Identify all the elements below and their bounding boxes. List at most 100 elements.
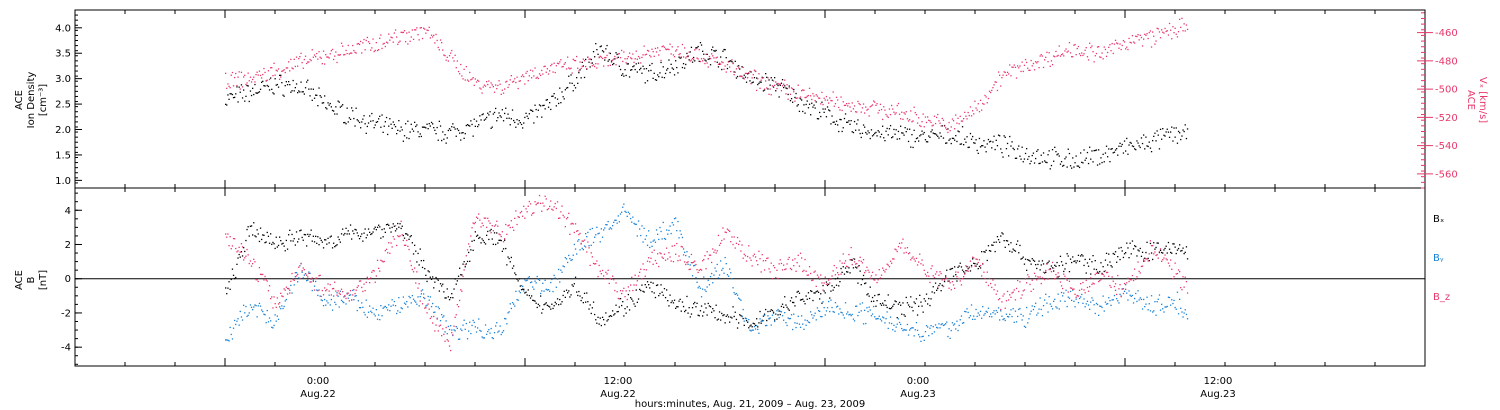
bx-series-point — [267, 235, 270, 237]
density-series-point — [932, 132, 934, 134]
density-series-point — [626, 63, 628, 65]
by-series-point — [846, 313, 848, 315]
bx-series-point — [733, 315, 735, 318]
by-series-point — [1101, 306, 1103, 309]
bz-series-point — [275, 306, 277, 308]
by-series-point — [938, 323, 940, 325]
velocity-series-point — [660, 59, 662, 62]
bz-series-point — [495, 224, 497, 226]
bx-series-point — [288, 234, 290, 236]
bx-series-point — [718, 311, 721, 313]
by-series-point — [526, 279, 528, 281]
bz-series-point — [618, 298, 620, 300]
by-series-point — [949, 337, 951, 339]
density-series-point — [1167, 131, 1170, 133]
bx-series-point — [867, 293, 869, 295]
density-series-point — [1180, 138, 1182, 141]
density-series-point — [1135, 149, 1137, 151]
bx-series-point — [1148, 260, 1150, 262]
velocity-series-point — [1101, 52, 1103, 54]
bz-series-point — [1128, 280, 1130, 283]
bx-series-point — [352, 230, 354, 232]
bz-series-point — [271, 296, 273, 298]
bz-series-point — [508, 224, 510, 226]
bz-series-point — [541, 210, 543, 212]
density-series-point — [1117, 154, 1119, 156]
bz-series-point — [397, 235, 399, 237]
density-series-point — [541, 116, 543, 118]
bz-series-point — [1037, 276, 1039, 278]
bx-series-point — [289, 229, 291, 231]
bx-series-point — [590, 312, 592, 315]
density-series-point — [634, 68, 636, 71]
bx-series-point — [873, 300, 875, 302]
bx-series-point — [388, 224, 390, 226]
density-series-point — [301, 91, 303, 93]
velocity-series-point — [583, 60, 586, 62]
by-series-point — [877, 317, 879, 320]
bx-series-point — [606, 320, 608, 322]
by-series-point — [245, 305, 247, 308]
by-series-point — [1075, 298, 1077, 300]
bx-series-point — [382, 236, 384, 238]
bx-series-point — [925, 293, 928, 295]
velocity-series-point — [259, 74, 262, 77]
bx-series-point — [987, 245, 990, 247]
by-series-point — [448, 328, 451, 331]
by-series-point — [739, 298, 741, 300]
velocity-series-point — [787, 98, 789, 100]
bx-series-point — [545, 302, 547, 304]
bz-series-point — [256, 279, 258, 281]
density-series-point — [351, 107, 353, 109]
bz-series-point — [951, 281, 954, 283]
bz-series-point — [986, 271, 988, 273]
velocity-series-point — [1126, 46, 1128, 48]
density-series-point — [491, 126, 493, 128]
density-series-point — [641, 72, 643, 74]
bx-series-point — [478, 237, 480, 239]
density-series-point — [723, 48, 725, 51]
density-series-point — [778, 96, 780, 98]
by-series-point — [990, 313, 992, 315]
density-series-point — [330, 106, 332, 108]
density-series-point — [645, 68, 648, 70]
bx-series-point — [779, 313, 781, 316]
by-series-point — [596, 226, 598, 228]
by-series-point — [340, 299, 343, 301]
bz-series-point — [487, 217, 489, 219]
bx-series-point — [781, 303, 784, 305]
density-series-point — [888, 128, 891, 130]
velocity-series-point — [946, 128, 948, 131]
velocity-series-point — [478, 80, 480, 82]
by-series-point — [537, 278, 539, 280]
density-series-point — [532, 110, 534, 112]
bx-series-point — [571, 284, 573, 286]
density-series-point — [657, 74, 659, 76]
velocity-series-point — [421, 37, 424, 40]
density-series-point — [1020, 158, 1022, 160]
density-series-point — [237, 101, 239, 103]
bx-series-point — [329, 236, 331, 238]
bx-series-point — [996, 236, 999, 238]
velocity-series-point — [429, 37, 431, 39]
by-series-point — [538, 279, 541, 281]
bx-series-point — [689, 316, 691, 318]
bx-series-point — [596, 322, 598, 324]
bx-series-point — [798, 292, 801, 294]
bx-series-point — [330, 235, 332, 237]
bx-series-point — [1074, 260, 1076, 262]
bx-series-point — [466, 260, 469, 263]
bz-series-point — [364, 290, 366, 292]
velocity-series-point — [947, 131, 949, 134]
velocity-series-point — [586, 68, 588, 70]
density-series-point — [675, 60, 677, 62]
velocity-series-point — [576, 55, 578, 58]
by-series-point — [282, 307, 284, 310]
bz-series-point — [860, 260, 862, 262]
by-series-point — [406, 301, 408, 303]
by-series-point — [947, 335, 949, 338]
velocity-series-point — [758, 73, 760, 75]
bx-series-point — [844, 267, 847, 269]
bz-series-point — [897, 246, 900, 248]
bz-series-point — [1057, 272, 1059, 274]
